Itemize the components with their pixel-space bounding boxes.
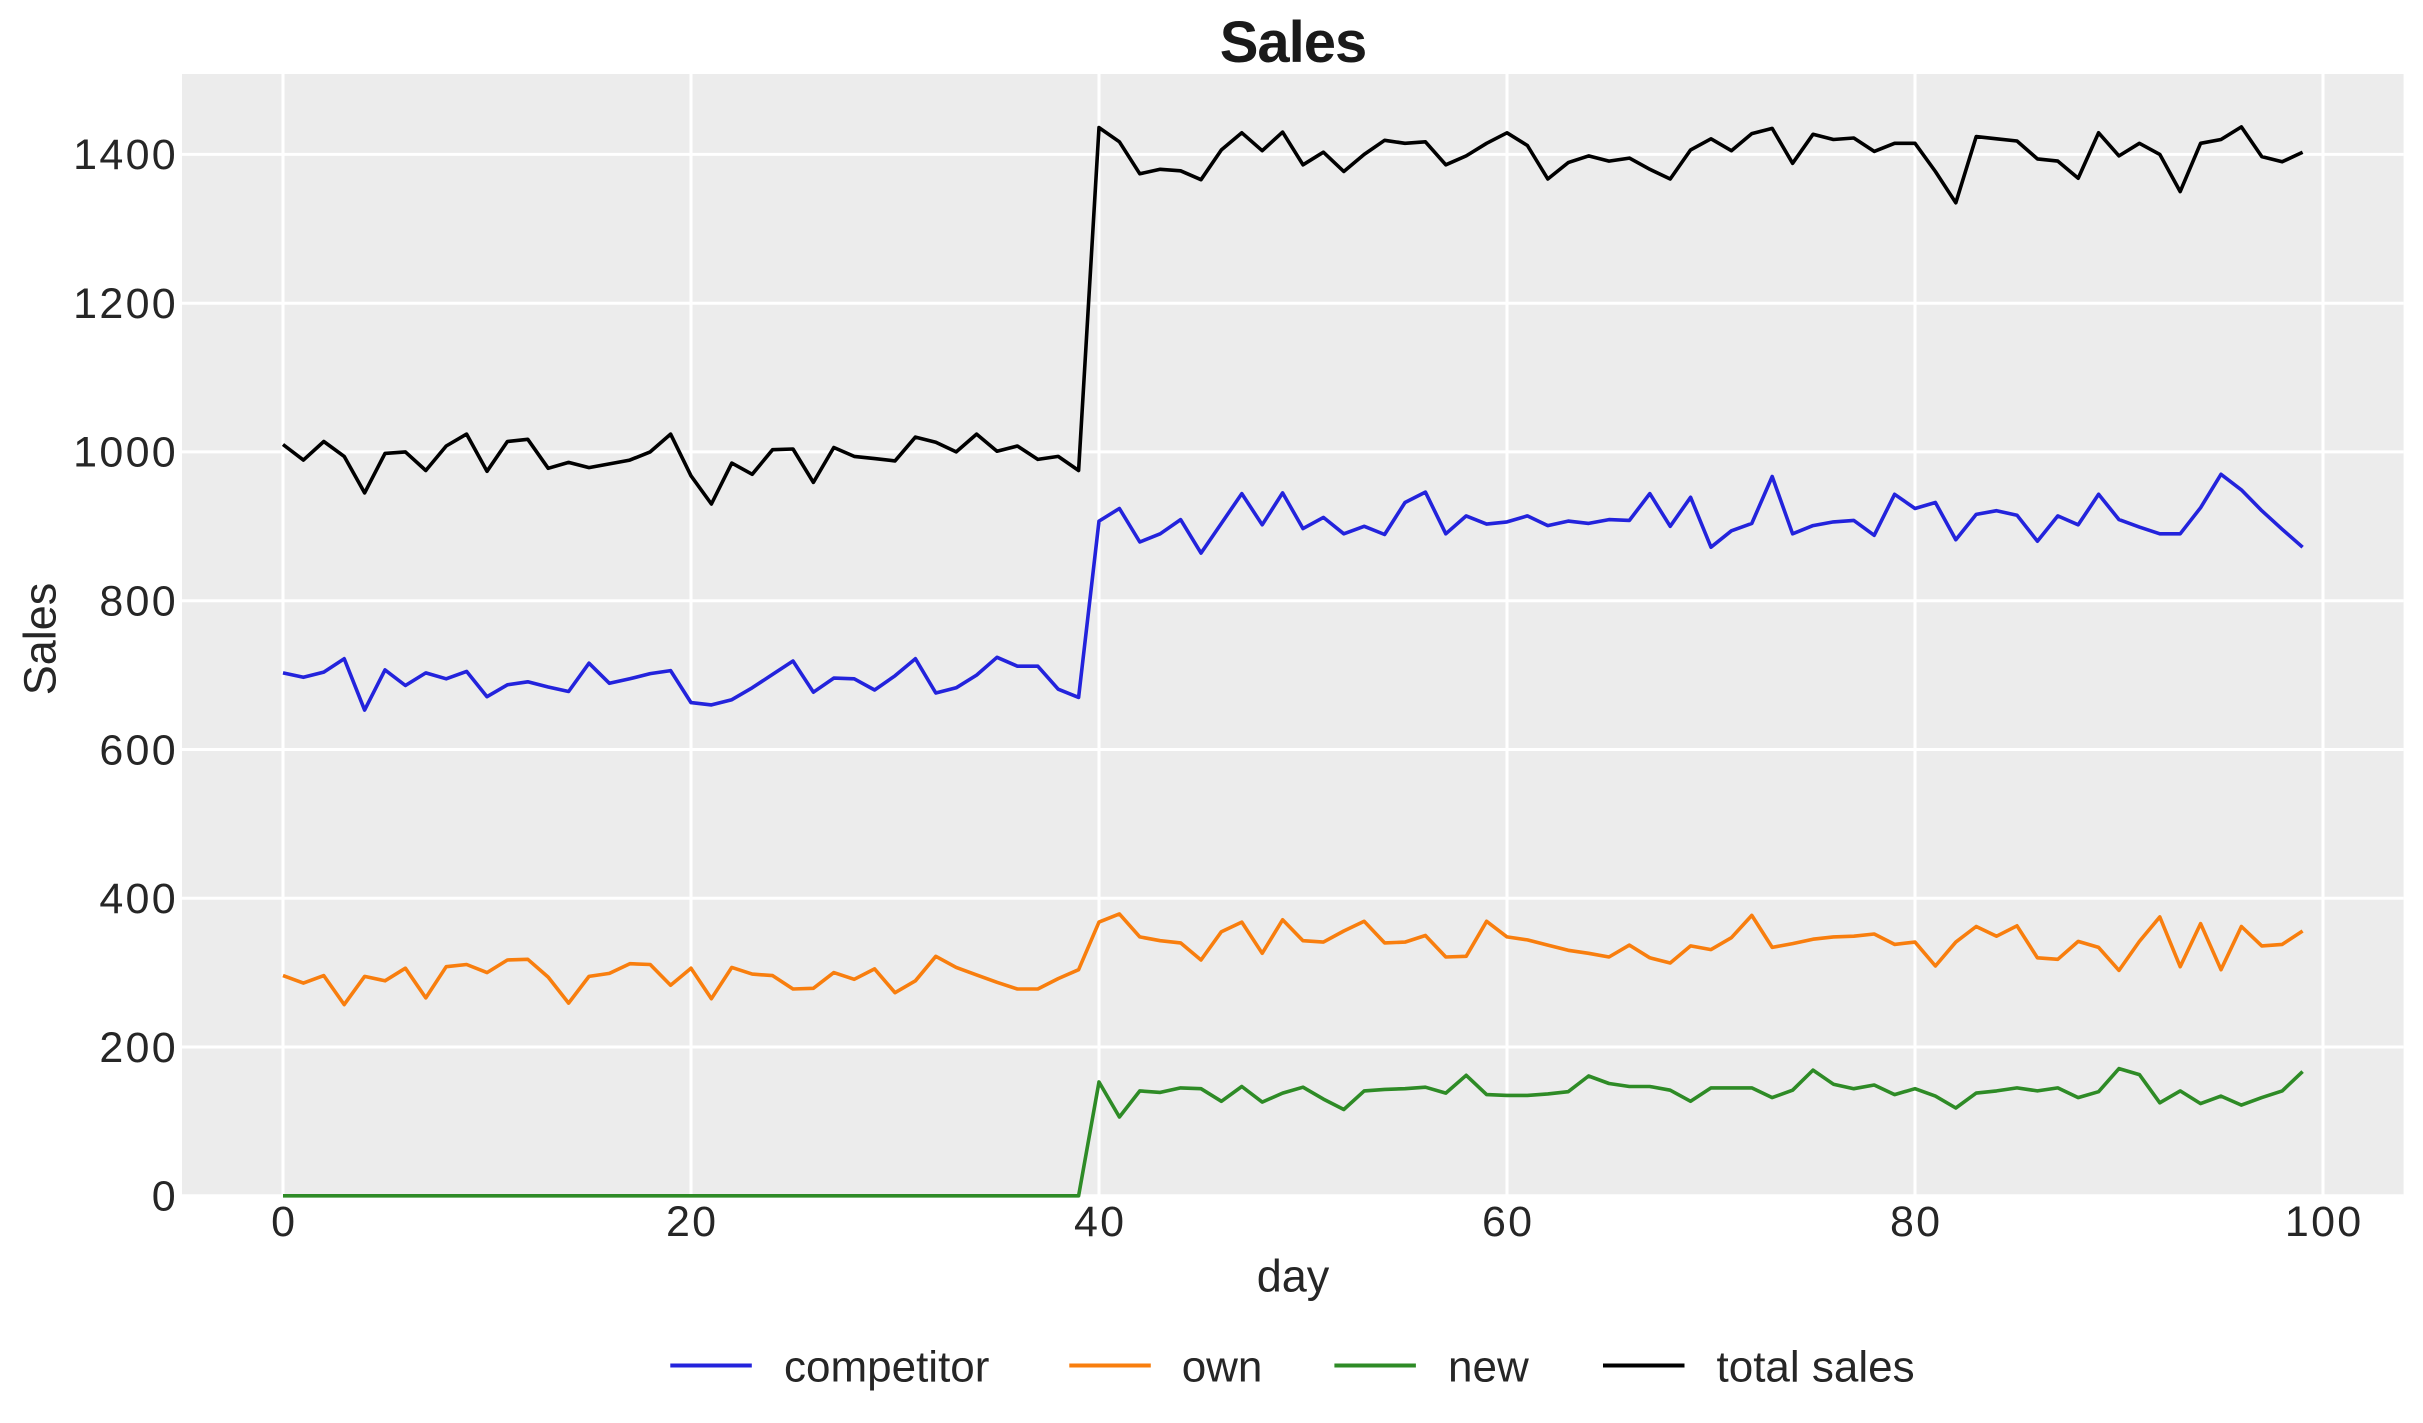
svg-text:total sales: total sales (1717, 1342, 1915, 1391)
svg-text:day: day (1257, 1250, 1330, 1301)
svg-text:600: 600 (99, 726, 178, 774)
svg-text:40: 40 (1074, 1198, 1126, 1246)
svg-text:60: 60 (1482, 1198, 1534, 1246)
svg-text:Sales: Sales (15, 583, 66, 696)
svg-text:200: 200 (99, 1024, 178, 1072)
svg-text:competitor: competitor (784, 1342, 989, 1391)
svg-text:1200: 1200 (73, 280, 178, 328)
svg-text:1000: 1000 (73, 429, 178, 477)
svg-text:new: new (1448, 1342, 1529, 1391)
svg-text:0: 0 (152, 1173, 178, 1221)
svg-text:Sales: Sales (1220, 10, 1367, 75)
svg-text:800: 800 (99, 578, 178, 626)
svg-text:80: 80 (1890, 1198, 1942, 1246)
svg-text:100: 100 (2285, 1198, 2364, 1246)
svg-text:own: own (1182, 1342, 1263, 1391)
svg-text:400: 400 (99, 875, 178, 923)
svg-text:0: 0 (271, 1198, 297, 1246)
svg-text:1400: 1400 (73, 131, 178, 179)
svg-text:20: 20 (666, 1198, 718, 1246)
